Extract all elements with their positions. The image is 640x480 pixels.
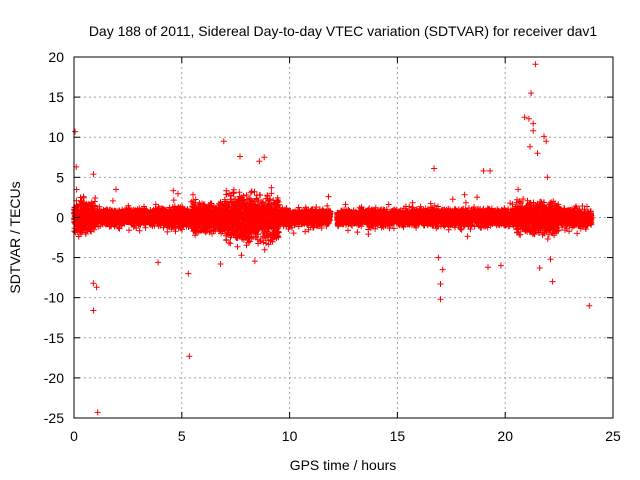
x-tick-label: 25	[605, 428, 621, 444]
chart-title: Day 188 of 2011, Sidereal Day-to-day VTE…	[89, 23, 598, 39]
y-tick-label: 0	[56, 209, 64, 225]
axis-ticks: 0 5 10 15 20 25 -25 -20 -15 -10 -5 0 5 10 15 20	[44, 49, 621, 444]
data-point-markers	[71, 61, 595, 416]
x-tick-label: 15	[390, 428, 406, 444]
x-tick-label: 10	[282, 428, 298, 444]
y-tick-label: 20	[48, 49, 64, 65]
y-tick-label: 5	[56, 169, 64, 185]
y-tick-label: -10	[44, 290, 64, 306]
y-axis-label: SDTVAR / TECUs	[7, 181, 23, 293]
x-axis-label: GPS time / hours	[290, 457, 397, 473]
x-tick-label: 0	[70, 428, 78, 444]
y-tick-label: -5	[52, 250, 65, 266]
y-tick-label: -25	[44, 410, 64, 426]
y-tick-label: 10	[48, 129, 64, 145]
grid-lines	[74, 57, 613, 418]
y-tick-label: 15	[48, 89, 64, 105]
y-tick-label: -20	[44, 370, 64, 386]
x-tick-label: 5	[178, 428, 186, 444]
data-points	[71, 61, 595, 416]
plot-frame	[73, 56, 614, 419]
x-tick-label: 20	[497, 428, 513, 444]
y-tick-label: -15	[44, 330, 64, 346]
